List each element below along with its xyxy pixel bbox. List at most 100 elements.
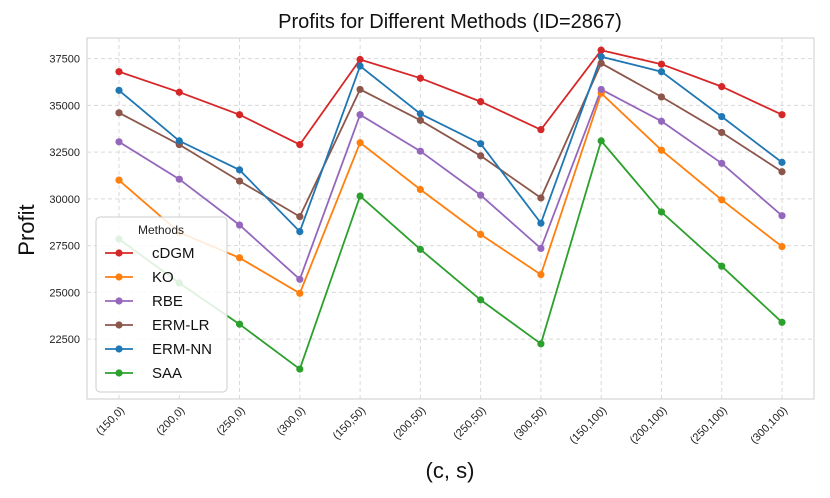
data-point-cdgm <box>778 111 786 119</box>
data-point-erm-lr <box>235 177 244 185</box>
x-tick-label: (300,50) <box>512 405 549 442</box>
series-line-erm-lr <box>118 62 783 218</box>
x-tick-label: (250,100) <box>688 405 730 447</box>
x-tick-label: (150,100) <box>568 405 610 447</box>
y-tick-label: 35000 <box>49 100 80 112</box>
y-tick-label: 22500 <box>49 334 80 346</box>
legend-marker-rbe <box>115 297 123 305</box>
legend-label-rbe: RBE <box>152 293 183 310</box>
data-point-rbe <box>296 275 304 283</box>
data-point-ko <box>296 289 304 297</box>
data-point-ko <box>477 230 485 238</box>
x-tick-label: (300,100) <box>748 405 790 447</box>
x-axis-label: (c, s) <box>426 458 475 483</box>
data-point-erm-lr <box>657 93 666 101</box>
legend-label-erm-nn: ERM-NN <box>152 341 212 358</box>
data-point-erm-nn <box>537 219 545 227</box>
data-point-rbe <box>175 175 183 183</box>
x-tick-label: (200,50) <box>391 405 428 442</box>
legend-marker-erm-lr <box>115 321 123 329</box>
data-point-erm-nn <box>115 86 123 94</box>
series-line-rbe <box>118 88 783 281</box>
data-point-cdgm <box>657 60 666 68</box>
data-point-cdgm <box>416 74 424 82</box>
data-point-ko <box>235 254 244 262</box>
data-point-saa <box>416 245 424 253</box>
data-point-saa <box>718 262 726 270</box>
data-point-erm-lr <box>597 59 605 67</box>
data-point-rbe <box>537 244 545 253</box>
data-point-rbe <box>657 117 666 125</box>
y-axis-label: Profit <box>14 204 39 255</box>
data-point-erm-lr <box>537 194 545 202</box>
data-point-cdgm <box>115 68 123 76</box>
data-point-cdgm <box>296 141 304 149</box>
data-point-erm-nn <box>718 112 726 121</box>
data-point-rbe <box>778 212 786 220</box>
data-point-saa <box>778 318 786 326</box>
data-point-cdgm <box>175 88 183 96</box>
x-axis-ticks: (150,0) (200,0) (250,0) (300,0) (150,50) (200… <box>94 405 790 447</box>
data-point-cdgm <box>477 97 485 106</box>
x-tick-label: (150,0) <box>94 405 127 438</box>
data-point-rbe <box>356 111 364 119</box>
y-tick-label: 25000 <box>49 287 80 299</box>
data-point-ko <box>537 271 545 279</box>
data-point-rbe <box>477 191 485 199</box>
legend-label-ko: KO <box>152 269 174 286</box>
data-point-ko <box>718 196 726 204</box>
data-point-erm-lr <box>296 213 304 221</box>
data-point-erm-lr <box>477 152 485 160</box>
series-lines <box>118 49 783 371</box>
data-point-erm-nn <box>296 227 304 236</box>
data-point-erm-nn <box>356 62 364 70</box>
data-point-erm-lr <box>416 116 424 124</box>
data-point-saa <box>477 296 485 304</box>
legend-label-cdgm: cDGM <box>152 245 195 262</box>
data-point-ko <box>416 185 424 194</box>
data-point-erm-nn <box>657 68 666 76</box>
data-point-erm-lr <box>718 128 726 137</box>
legend-marker-ko <box>115 273 123 281</box>
data-point-saa <box>296 365 304 373</box>
data-point-erm-lr <box>778 168 786 176</box>
x-tick-label: (200,100) <box>628 405 670 447</box>
legend-marker-erm-nn <box>115 345 123 353</box>
data-point-ko <box>657 146 666 154</box>
data-point-cdgm <box>356 55 364 64</box>
data-point-saa <box>597 137 605 145</box>
series-line-erm-nn <box>118 55 783 234</box>
x-tick-label: (150,50) <box>331 405 368 442</box>
data-point-ko <box>115 176 123 184</box>
data-point-ko <box>356 139 364 147</box>
y-tick-label: 37500 <box>49 54 80 66</box>
x-tick-label: (200,0) <box>154 405 187 438</box>
x-tick-label: (250,0) <box>215 405 248 438</box>
data-point-rbe <box>235 221 244 229</box>
series-line-cdgm <box>118 49 783 146</box>
data-point-erm-lr <box>356 85 364 94</box>
legend-label-erm-lr: ERM-LR <box>152 317 210 334</box>
data-point-rbe <box>115 138 123 146</box>
legend: Methods cDGM KO RBE ERM-LR ERM-NN SAA <box>95 216 228 393</box>
series-line-ko <box>118 91 783 295</box>
x-tick-label: (300,0) <box>275 405 308 438</box>
data-point-erm-nn <box>235 166 244 174</box>
series-points <box>115 46 786 373</box>
series-line-saa <box>118 139 783 371</box>
y-axis-ticks: 22500 25000 27500 30000 32500 35000 37500 <box>49 54 80 347</box>
y-tick-label: 32500 <box>49 147 80 159</box>
legend-title: Methods <box>138 223 184 237</box>
data-point-rbe <box>718 159 726 167</box>
data-point-erm-nn <box>416 110 424 118</box>
data-point-ko <box>778 242 786 251</box>
y-tick-label: 30000 <box>49 194 80 206</box>
data-point-cdgm <box>718 83 726 91</box>
chart-title: Profits for Different Methods (ID=2867) <box>278 11 622 33</box>
data-point-erm-lr <box>115 109 123 117</box>
data-point-cdgm <box>537 126 545 134</box>
legend-marker-saa <box>115 369 123 377</box>
data-point-rbe <box>597 85 605 94</box>
data-point-erm-nn <box>477 140 485 148</box>
